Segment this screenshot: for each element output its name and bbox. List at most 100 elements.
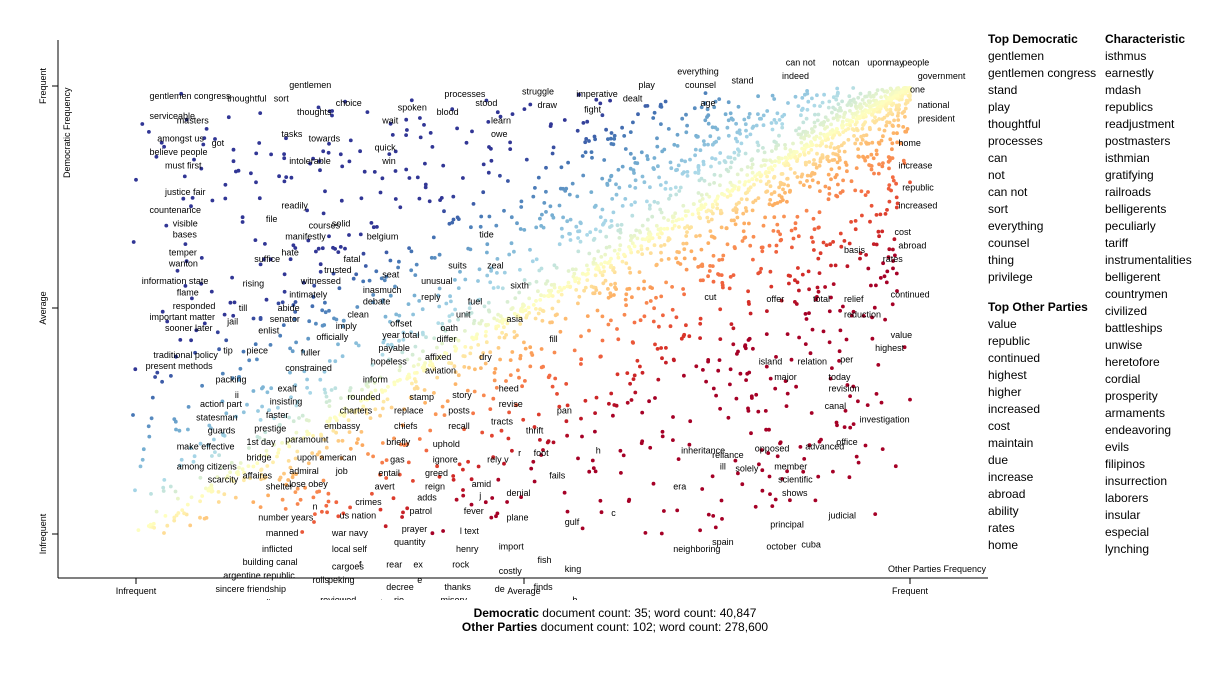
term-point[interactable] (902, 87, 907, 91)
term-point[interactable] (814, 297, 818, 302)
term-point[interactable] (749, 431, 753, 436)
term-point[interactable] (860, 98, 865, 102)
term-point[interactable] (850, 119, 855, 124)
term-point[interactable] (880, 447, 885, 451)
term-point[interactable] (765, 174, 769, 179)
characteristic-term[interactable]: republics (1105, 100, 1154, 114)
term-point[interactable] (194, 328, 199, 333)
term-point[interactable] (576, 301, 580, 306)
term-point[interactable] (894, 195, 899, 200)
term-point[interactable] (510, 350, 515, 354)
term-point[interactable] (875, 88, 880, 93)
term-point[interactable] (880, 164, 885, 169)
term-point[interactable] (696, 134, 700, 139)
term-point[interactable] (476, 279, 480, 283)
term-point[interactable] (483, 500, 488, 505)
term-point[interactable] (539, 293, 543, 298)
term-point[interactable] (384, 274, 389, 279)
term-label[interactable]: value (891, 330, 913, 340)
term-point[interactable] (740, 239, 745, 243)
term-point[interactable] (785, 177, 789, 181)
term-label[interactable]: seat (382, 270, 400, 280)
term-point[interactable] (733, 222, 738, 227)
term-point[interactable] (282, 179, 287, 184)
term-point[interactable] (286, 478, 291, 482)
term-label[interactable]: masters (177, 116, 210, 126)
term-point[interactable] (492, 378, 497, 383)
term-point[interactable] (200, 494, 205, 498)
top-democratic-term[interactable]: stand (988, 83, 1018, 97)
term-point[interactable] (622, 252, 626, 257)
term-point[interactable] (818, 131, 823, 136)
term-point[interactable] (429, 255, 434, 260)
term-point[interactable] (769, 192, 774, 196)
term-point[interactable] (271, 460, 275, 465)
term-point[interactable] (629, 250, 634, 255)
term-point[interactable] (894, 271, 899, 276)
term-point[interactable] (341, 511, 346, 516)
term-point[interactable] (657, 175, 661, 180)
term-point[interactable] (715, 202, 719, 207)
term-point[interactable] (365, 411, 369, 416)
term-point[interactable] (149, 492, 153, 496)
term-point[interactable] (725, 125, 730, 130)
term-point[interactable] (327, 109, 332, 114)
term-point[interactable] (628, 270, 633, 275)
term-point[interactable] (450, 220, 455, 225)
term-point[interactable] (726, 118, 731, 123)
term-label[interactable]: fails (549, 470, 566, 480)
term-point[interactable] (618, 243, 623, 248)
term-point[interactable] (896, 87, 901, 92)
term-point[interactable] (544, 165, 548, 170)
term-point[interactable] (331, 245, 335, 250)
term-point[interactable] (159, 140, 164, 145)
term-point[interactable] (482, 304, 487, 309)
term-point[interactable] (883, 317, 887, 322)
characteristic-term[interactable]: civilized (1105, 304, 1148, 318)
term-point[interactable] (799, 174, 804, 179)
term-point[interactable] (708, 229, 713, 234)
top-other-term[interactable]: maintain (988, 436, 1034, 450)
term-point[interactable] (617, 236, 622, 240)
term-label[interactable]: witnessed (300, 276, 341, 286)
term-point[interactable] (228, 300, 233, 305)
term-point[interactable] (700, 487, 705, 491)
term-point[interactable] (831, 469, 835, 474)
term-point[interactable] (852, 134, 856, 138)
term-point[interactable] (160, 309, 165, 314)
term-point[interactable] (654, 262, 659, 267)
term-point[interactable] (184, 259, 189, 264)
term-point[interactable] (762, 163, 767, 168)
term-point[interactable] (802, 457, 807, 461)
term-point[interactable] (423, 161, 427, 166)
term-point[interactable] (411, 479, 415, 483)
term-point[interactable] (878, 276, 883, 280)
term-point[interactable] (809, 235, 814, 240)
term-point[interactable] (872, 305, 877, 310)
term-point[interactable] (318, 269, 323, 274)
term-point[interactable] (853, 104, 858, 109)
term-point[interactable] (838, 328, 843, 333)
term-point[interactable] (847, 100, 851, 105)
term-point[interactable] (731, 117, 735, 122)
term-point[interactable] (662, 216, 666, 220)
term-point[interactable] (600, 113, 605, 118)
term-point[interactable] (550, 294, 555, 298)
term-point[interactable] (134, 177, 138, 182)
term-point[interactable] (640, 410, 645, 415)
term-point[interactable] (640, 252, 645, 256)
term-point[interactable] (422, 123, 426, 127)
term-point[interactable] (442, 209, 446, 214)
term-label[interactable]: stood (475, 98, 497, 108)
term-point[interactable] (609, 131, 614, 135)
term-point[interactable] (702, 178, 707, 183)
term-point[interactable] (372, 380, 377, 385)
term-point[interactable] (801, 129, 806, 134)
term-point[interactable] (133, 367, 138, 372)
term-point[interactable] (706, 142, 710, 147)
term-point[interactable] (863, 443, 868, 448)
term-point[interactable] (848, 109, 852, 113)
term-label[interactable]: building canal (243, 557, 298, 567)
term-point[interactable] (670, 219, 675, 224)
term-point[interactable] (867, 125, 872, 130)
